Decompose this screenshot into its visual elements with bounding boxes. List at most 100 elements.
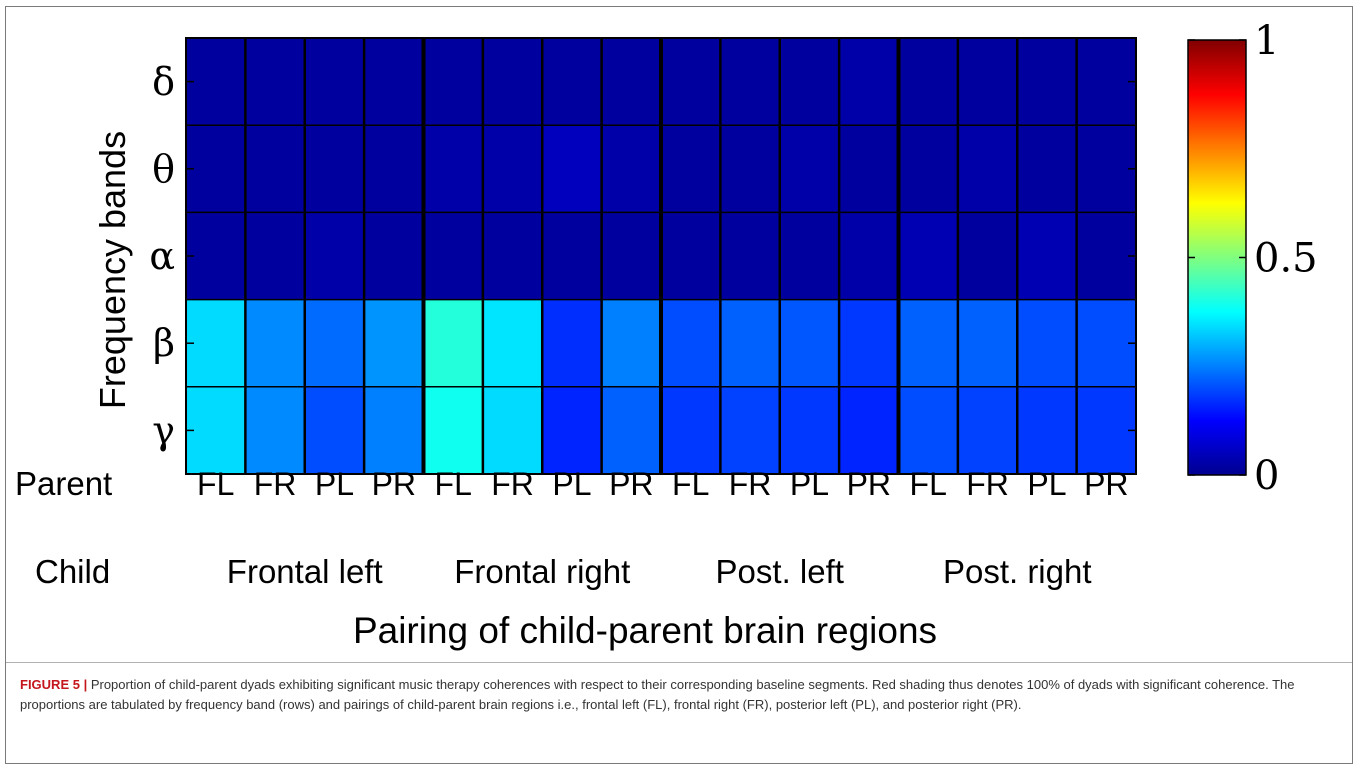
heatmap-cell [779, 386, 840, 475]
heatmap-cell [245, 212, 306, 301]
heatmap-cell [661, 125, 721, 213]
child-row-label: Child [35, 553, 110, 590]
child-group-label: Post. right [943, 553, 1092, 590]
heatmap-cell [245, 386, 306, 475]
parent-region-label: PL [1027, 466, 1066, 502]
heatmap-grid [185, 37, 1137, 475]
heatmap-cell [304, 38, 365, 126]
parent-region-label: FR [966, 466, 1009, 502]
heatmap-cell [364, 299, 424, 388]
heatmap-cell [957, 299, 1018, 388]
heatmap-cell [423, 299, 484, 388]
heatmap-cell [186, 125, 246, 213]
heatmap-cell [1017, 299, 1078, 388]
heatmap-cell [601, 125, 662, 213]
heatmap-cell [779, 38, 840, 126]
heatmap-cell [720, 38, 781, 126]
heatmap-cell [839, 386, 899, 475]
row-label: β [153, 321, 175, 365]
heatmap-cell [720, 212, 781, 301]
heatmap-cell [898, 38, 959, 126]
heatmap-cell [245, 38, 306, 126]
heatmap-cell [779, 125, 840, 213]
heatmap-cell [1076, 299, 1137, 388]
heatmap-cell [1017, 125, 1078, 213]
heatmap-cell [661, 38, 721, 126]
heatmap-cell [720, 299, 781, 388]
colorbar-tick-label: 0 [1254, 453, 1279, 499]
heatmap-cell [542, 386, 603, 475]
heatmap-cell [661, 299, 721, 388]
heatmap-cell [601, 299, 662, 388]
heatmap-cell [304, 386, 365, 475]
heatmap-cell [839, 38, 899, 126]
parent-row-label: Parent [15, 465, 112, 502]
caption-lead: FIGURE 5 | [20, 677, 88, 692]
heatmap-cell [364, 38, 424, 126]
heatmap-cell [1017, 212, 1078, 301]
heatmap-cell [482, 212, 543, 301]
heatmap-cells [186, 38, 1137, 475]
child-labels: Frontal left Frontal right Post. left Post.… [227, 553, 1092, 590]
heatmap-cell [898, 386, 959, 475]
heatmap-cell [245, 299, 306, 388]
heatmap-cell [1076, 212, 1137, 301]
heatmap-cell [779, 212, 840, 301]
row-label: α [149, 234, 175, 278]
heatmap-cell [898, 299, 959, 388]
parent-region-label: PR [609, 466, 653, 502]
heatmap-cell [779, 299, 840, 388]
heatmap-cell [1076, 38, 1137, 126]
parent-region-label: FL [197, 466, 234, 502]
heatmap-cell [482, 386, 543, 475]
parent-region-label: PR [1084, 466, 1128, 502]
parent-region-label: FR [254, 466, 297, 502]
heatmap-cell [423, 212, 484, 301]
heatmap-cell [957, 125, 1018, 213]
colorbar [1187, 39, 1247, 476]
caption-divider [6, 662, 1352, 663]
figure-caption: FIGURE 5 | Proportion of child-parent dy… [20, 675, 1340, 715]
parent-region-label: FL [435, 466, 472, 502]
parent-region-label: PL [315, 466, 354, 502]
heatmap-cell [245, 125, 306, 213]
heatmap-cell [304, 299, 365, 388]
heatmap-cell [186, 299, 246, 388]
heatmap-cell [423, 38, 484, 126]
colorbar-ticks: 00.51 [1188, 18, 1318, 499]
heatmap-cell [957, 38, 1018, 126]
heatmap-cell [423, 125, 484, 213]
child-group-label: Frontal left [227, 553, 383, 590]
heatmap-cell [601, 212, 662, 301]
heatmap-cell [661, 212, 721, 301]
parent-region-label: FR [491, 466, 534, 502]
heatmap-cell [898, 212, 959, 301]
heatmap-cell [542, 299, 603, 388]
heatmap-cell [542, 212, 603, 301]
heatmap-cell [364, 212, 424, 301]
parent-region-label: PR [372, 466, 416, 502]
x-axis-title: Pairing of child-parent brain regions [353, 610, 937, 651]
heatmap-cell [839, 125, 899, 213]
heatmap-cell [1076, 386, 1137, 475]
child-group-label: Post. left [716, 553, 844, 590]
heatmap-cell [661, 386, 721, 475]
row-label: δ [152, 60, 175, 104]
heatmap-cell [364, 386, 424, 475]
heatmap-cell [720, 386, 781, 475]
heatmap-cell [482, 38, 543, 126]
heatmap-cell [1017, 38, 1078, 126]
parent-region-label: FL [910, 466, 947, 502]
child-group-label: Frontal right [454, 553, 630, 590]
heatmap-cell [839, 299, 899, 388]
heatmap-cell [898, 125, 959, 213]
heatmap-cell [186, 386, 246, 475]
heatmap-cell [957, 212, 1018, 301]
parent-region-label: PL [552, 466, 591, 502]
heatmap-cell [304, 212, 365, 301]
heatmap-cell [601, 38, 662, 126]
y-axis-title: Frequency bands [92, 131, 133, 409]
heatmap-cell [601, 386, 662, 475]
